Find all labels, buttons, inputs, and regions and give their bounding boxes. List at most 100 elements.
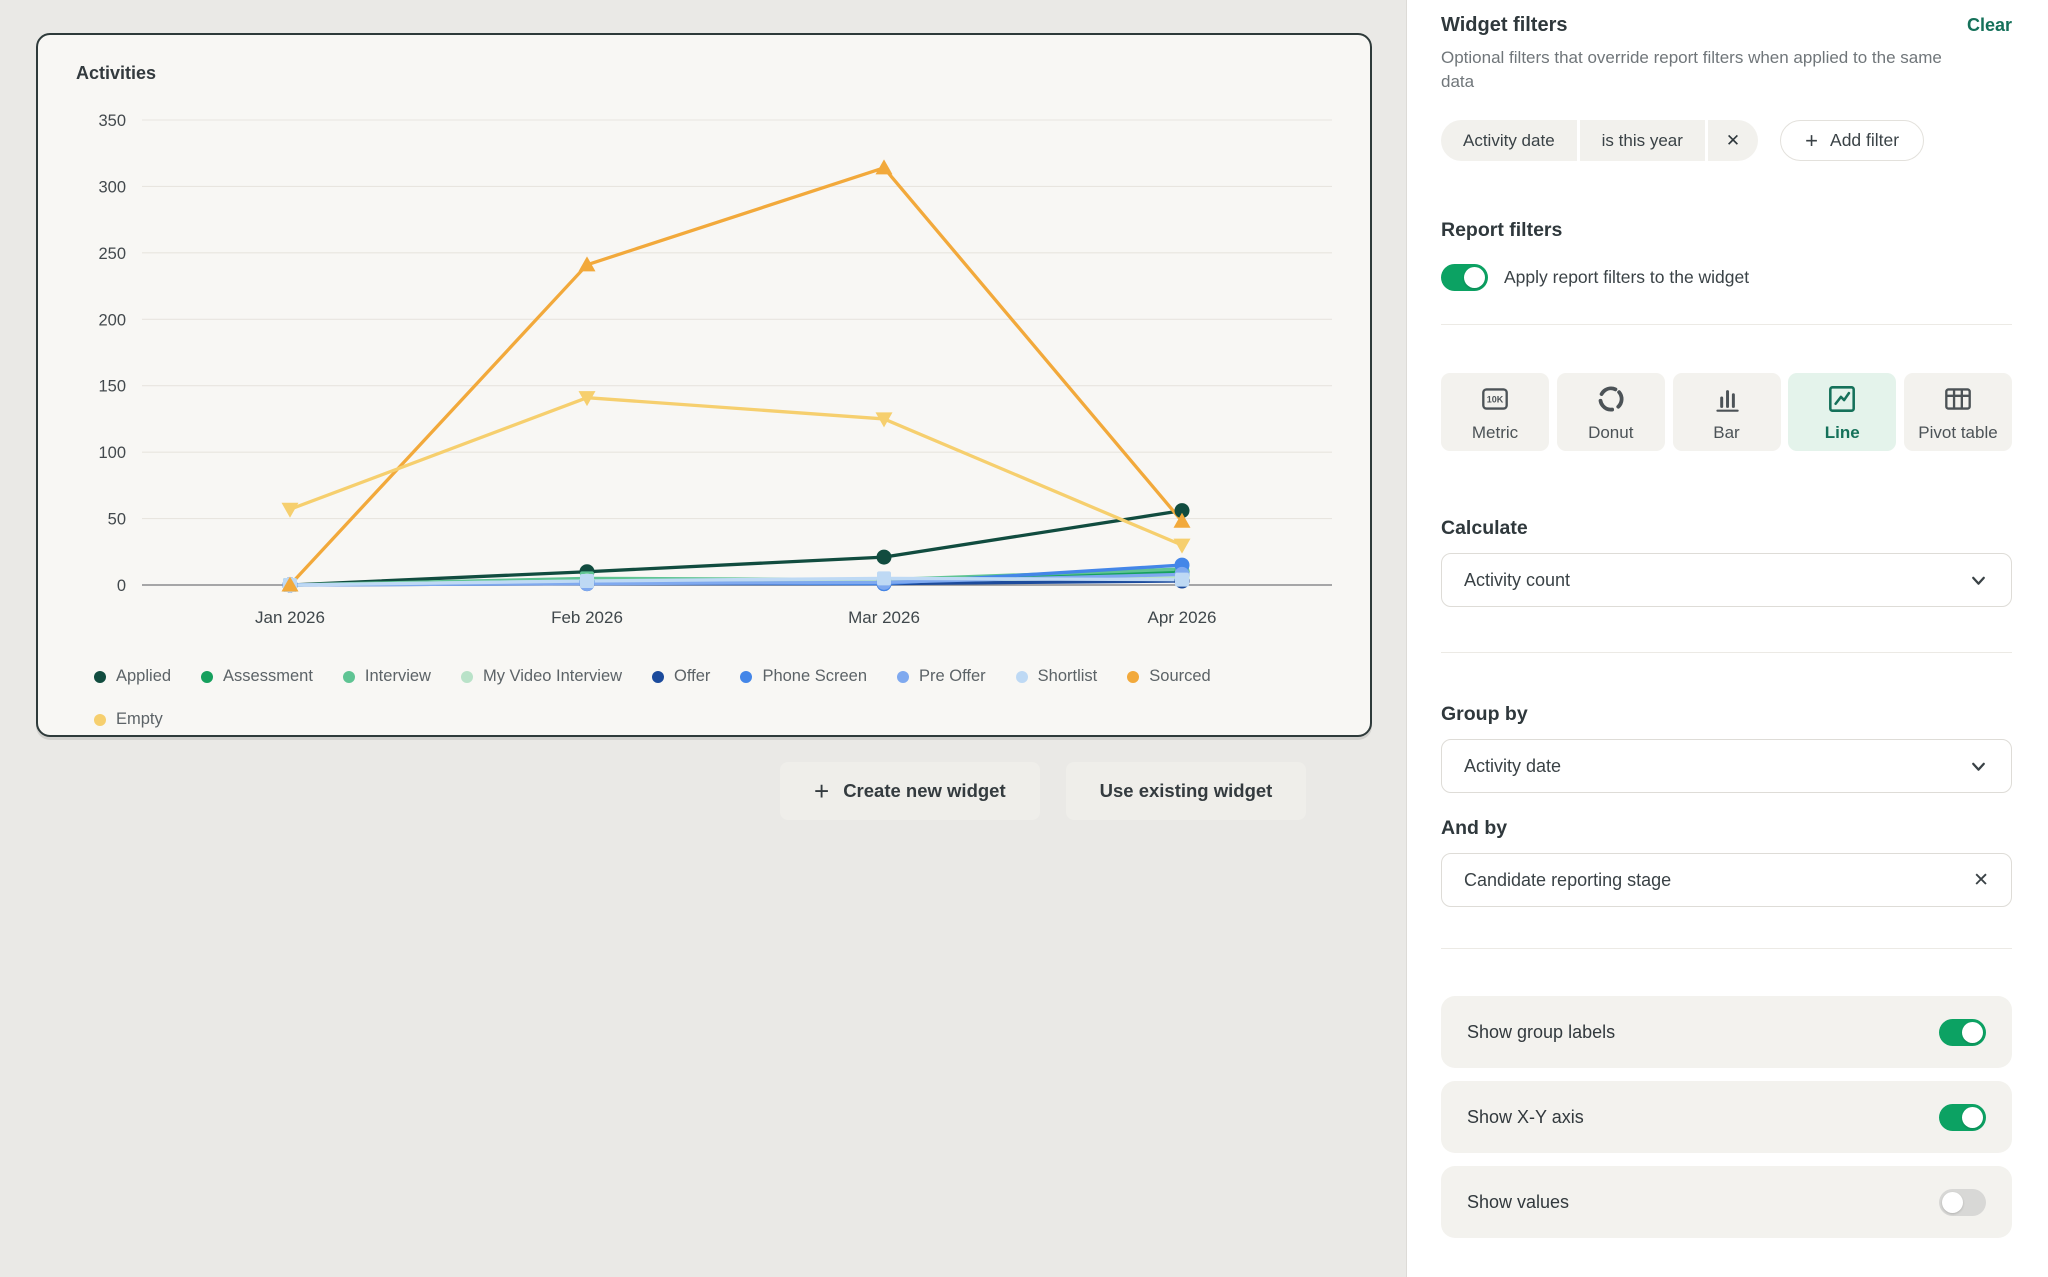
show-xy-axis-label: Show X-Y axis	[1467, 1106, 1584, 1127]
toggle-knob	[1464, 267, 1485, 288]
show-group-labels-row: Show group labels	[1441, 996, 2012, 1068]
legend-swatch	[94, 713, 106, 726]
calculate-value: Activity count	[1464, 569, 1571, 590]
chart-type-pivot-table-button[interactable]: Pivot table	[1904, 373, 2012, 451]
legend-item-phone-screen[interactable]: Phone Screen	[740, 667, 867, 686]
series-line-applied	[288, 508, 1184, 587]
chart-title: Activities	[76, 63, 157, 83]
legend-item-empty[interactable]: Empty	[94, 710, 163, 729]
group-by-value: Activity date	[1464, 755, 1562, 776]
x-tick-label: Mar 2026	[848, 608, 920, 627]
legend-label: Assessment	[223, 667, 313, 685]
filter-chip-row: Activity date is this year ✕ + Add filte…	[1441, 120, 2012, 161]
metric-icon: 10K	[1482, 387, 1508, 410]
data-point-shortlist	[1175, 572, 1189, 587]
filter-chip-remove-icon[interactable]: ✕	[1707, 120, 1759, 161]
data-point-applied	[1174, 503, 1190, 519]
show-values-toggle[interactable]	[1939, 1188, 1986, 1216]
apply-report-filters-label: Apply report filters to the widget	[1504, 267, 1750, 287]
x-tick-label: Feb 2026	[551, 608, 623, 627]
chart-type-label: Bar	[1713, 422, 1740, 442]
y-tick-label: 200	[98, 311, 126, 329]
x-tick-label: Apr 2026	[1148, 608, 1217, 627]
use-existing-widget-button[interactable]: Use existing widget	[1065, 762, 1307, 820]
and-by-label: And by	[1441, 817, 1508, 839]
activities-widget-card[interactable]: Activities 0 50 100 150 200 250 300 350 Jan 2026…	[36, 33, 1372, 737]
line-chart-icon	[1829, 385, 1856, 412]
chart-type-label: Line	[1824, 422, 1860, 442]
legend-item-interview[interactable]: Interview	[342, 667, 431, 686]
dashboard-canvas: Activities 0 50 100 150 200 250 300 350 Jan 2026…	[36, 33, 1372, 820]
apply-report-filters-toggle[interactable]	[1441, 264, 1488, 291]
calculate-label: Calculate	[1441, 517, 1528, 539]
and-by-field[interactable]: Candidate reporting stage ✕	[1441, 853, 2012, 907]
y-tick-label: 0	[117, 577, 126, 595]
legend-swatch	[897, 670, 910, 683]
svg-text:10K: 10K	[1487, 394, 1504, 404]
data-point-applied	[876, 549, 892, 565]
legend-item-applied[interactable]: Applied	[94, 667, 171, 686]
clear-and-by-icon[interactable]: ✕	[1973, 869, 1989, 891]
legend-swatch	[1127, 670, 1140, 683]
chart-type-line-button[interactable]: Line	[1788, 373, 1897, 451]
legend-label: Pre Offer	[919, 667, 986, 685]
chart-type-selector: 10K Metric Donut Bar	[1441, 373, 2012, 451]
clear-filters-link[interactable]: Clear	[1966, 15, 2012, 35]
legend-label: Interview	[364, 667, 431, 685]
show-values-label: Show values	[1467, 1191, 1570, 1212]
legend-item-assessment[interactable]: Assessment	[201, 667, 313, 686]
use-existing-widget-label: Use existing widget	[1099, 780, 1273, 801]
chart-type-label: Donut	[1588, 422, 1634, 442]
create-new-widget-button[interactable]: + Create new widget	[780, 762, 1040, 820]
chart-type-bar-button[interactable]: Bar	[1672, 373, 1781, 451]
chart-type-metric-button[interactable]: 10K Metric	[1441, 373, 1549, 451]
chart-type-label: Metric	[1471, 422, 1519, 442]
data-point-sourced	[875, 159, 893, 175]
show-xy-axis-toggle[interactable]	[1939, 1103, 1986, 1131]
legend-label: Phone Screen	[762, 667, 868, 685]
legend-item-pre-offer[interactable]: Pre Offer	[897, 667, 986, 686]
create-new-widget-label: Create new widget	[843, 780, 1006, 801]
y-tick-label: 50	[108, 511, 126, 529]
legend-item-shortlist[interactable]: Shortlist	[1015, 667, 1098, 686]
legend-label: Sourced	[1149, 667, 1211, 685]
add-filter-button[interactable]: + Add filter	[1780, 120, 1925, 161]
legend-item-sourced[interactable]: Sourced	[1127, 667, 1211, 686]
toggle-knob	[1962, 1021, 1983, 1043]
add-filter-label: Add filter	[1830, 130, 1900, 150]
x-tick-label: Jan 2026	[255, 608, 325, 627]
group-by-label: Group by	[1441, 703, 1528, 725]
filter-chip-field[interactable]: Activity date	[1441, 120, 1577, 161]
data-point-empty	[875, 412, 893, 428]
show-group-labels-label: Show group labels	[1467, 1021, 1616, 1042]
series-line-shortlist	[288, 576, 1184, 587]
widget-settings-panel: Widget filters Clear Optional filters th…	[1406, 0, 2048, 1277]
chart-type-label: Pivot table	[1918, 422, 1998, 442]
filter-chip-condition[interactable]: is this year	[1579, 120, 1705, 161]
data-point-empty	[1173, 538, 1191, 554]
y-tick-label: 300	[98, 178, 126, 196]
y-tick-label: 350	[98, 112, 126, 130]
calculate-select[interactable]: Activity count	[1441, 553, 2012, 607]
legend-item-offer[interactable]: Offer	[652, 667, 710, 686]
series-line-empty	[288, 396, 1184, 547]
toggle-knob	[1942, 1191, 1963, 1213]
chart-type-donut-button[interactable]: Donut	[1556, 373, 1665, 451]
show-values-row: Show values	[1441, 1166, 2012, 1238]
group-by-select[interactable]: Activity date	[1441, 739, 2012, 793]
legend-item-my-video-interview[interactable]: My Video Interview	[460, 667, 622, 686]
legend-swatch	[94, 670, 106, 683]
display-options: Show group labels Show X-Y axis Show val…	[1441, 996, 2012, 1238]
plus-icon: +	[814, 776, 830, 806]
legend-label: Shortlist	[1037, 667, 1098, 685]
y-tick-label: 250	[98, 245, 126, 263]
legend-label: Offer	[674, 667, 711, 685]
widget-filters-title: Widget filters	[1441, 14, 1568, 36]
donut-icon	[1598, 385, 1624, 412]
widget-actions: + Create new widget Use existing widget	[780, 762, 1307, 820]
filter-chip: Activity date is this year ✕	[1441, 120, 1759, 161]
bar-chart-icon	[1715, 389, 1739, 412]
show-group-labels-toggle[interactable]	[1939, 1018, 1986, 1046]
legend-swatch	[740, 670, 753, 683]
and-by-value: Candidate reporting stage	[1464, 869, 1672, 890]
